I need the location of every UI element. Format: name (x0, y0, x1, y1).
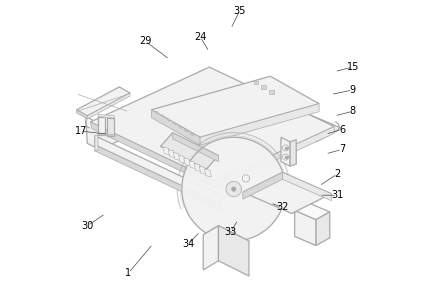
Polygon shape (199, 166, 206, 174)
Polygon shape (77, 87, 130, 116)
Polygon shape (90, 67, 334, 181)
Polygon shape (243, 172, 331, 214)
Polygon shape (232, 187, 236, 191)
Polygon shape (155, 111, 159, 113)
Polygon shape (95, 135, 98, 151)
Polygon shape (253, 81, 258, 84)
Polygon shape (243, 172, 283, 199)
Text: 17: 17 (75, 126, 87, 136)
Polygon shape (190, 133, 194, 135)
Polygon shape (168, 150, 175, 158)
Polygon shape (90, 122, 217, 188)
Polygon shape (98, 114, 114, 118)
Polygon shape (218, 226, 249, 276)
Polygon shape (152, 110, 200, 145)
Polygon shape (204, 169, 211, 177)
Text: 9: 9 (350, 85, 356, 95)
Polygon shape (316, 212, 330, 246)
Text: 1: 1 (125, 268, 132, 278)
Polygon shape (290, 140, 296, 166)
Polygon shape (295, 210, 316, 246)
Polygon shape (283, 172, 331, 201)
Polygon shape (77, 110, 87, 119)
Polygon shape (95, 136, 222, 204)
Text: 31: 31 (331, 190, 343, 200)
Polygon shape (179, 155, 186, 163)
Polygon shape (152, 76, 319, 137)
Polygon shape (87, 93, 130, 119)
Text: 29: 29 (139, 36, 152, 46)
Polygon shape (160, 133, 218, 169)
Polygon shape (203, 226, 218, 270)
Polygon shape (261, 85, 266, 89)
Text: 24: 24 (194, 32, 206, 41)
Text: 35: 35 (233, 6, 246, 16)
Text: 30: 30 (81, 221, 93, 231)
Polygon shape (98, 133, 114, 136)
Polygon shape (95, 145, 222, 210)
Polygon shape (163, 147, 170, 155)
Polygon shape (269, 90, 274, 94)
Polygon shape (184, 158, 190, 166)
Polygon shape (86, 70, 341, 149)
Polygon shape (107, 118, 114, 136)
Polygon shape (281, 137, 290, 166)
Polygon shape (179, 126, 182, 128)
Text: 6: 6 (339, 125, 345, 135)
Text: 33: 33 (225, 227, 237, 237)
Text: 7: 7 (339, 145, 345, 154)
Polygon shape (161, 115, 165, 117)
Polygon shape (167, 119, 171, 121)
Polygon shape (215, 127, 334, 188)
Polygon shape (173, 122, 176, 124)
Polygon shape (226, 181, 241, 197)
Polygon shape (182, 137, 286, 241)
Polygon shape (173, 152, 180, 160)
Polygon shape (98, 117, 105, 135)
Polygon shape (295, 203, 330, 220)
Text: 8: 8 (350, 106, 356, 116)
Text: 2: 2 (334, 169, 341, 179)
Polygon shape (173, 133, 218, 162)
Polygon shape (194, 163, 201, 171)
Text: 34: 34 (182, 239, 194, 249)
Polygon shape (189, 161, 196, 169)
Polygon shape (200, 104, 319, 145)
Text: 32: 32 (276, 203, 289, 212)
Text: 15: 15 (346, 62, 359, 72)
Polygon shape (203, 226, 249, 250)
Polygon shape (184, 130, 188, 132)
